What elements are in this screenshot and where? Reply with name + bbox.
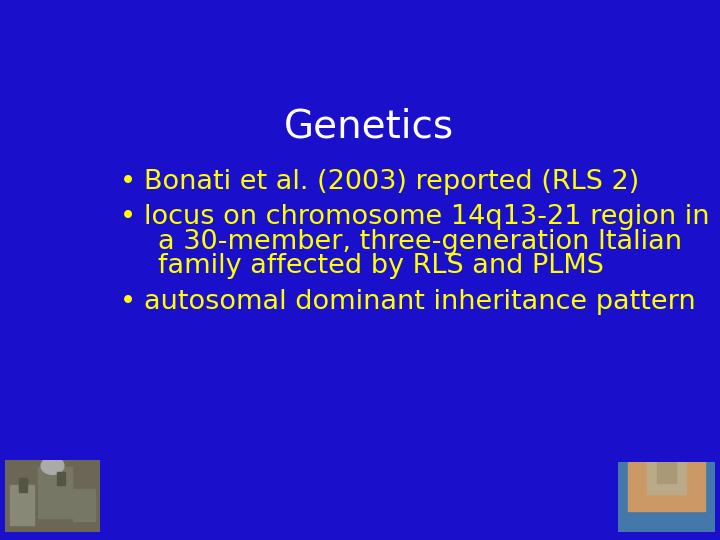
Text: •: • [120,204,135,230]
Text: Genetics: Genetics [284,107,454,145]
Bar [10,485,34,525]
Text: family affected by RLS and PLMS: family affected by RLS and PLMS [158,253,604,280]
Text: locus on chromosome 14q13-21 region in: locus on chromosome 14q13-21 region in [144,204,710,230]
Text: autosomal dominant inheritance pattern: autosomal dominant inheritance pattern [144,289,696,315]
Bar [38,467,71,518]
Circle shape [41,457,64,475]
Bar [628,462,706,511]
Bar [73,489,95,521]
Bar [58,472,65,485]
Text: a 30-member, three-generation Italian: a 30-member, three-generation Italian [158,229,683,255]
Text: Bonati et al. (2003) reported (RLS 2): Bonati et al. (2003) reported (RLS 2) [144,168,639,195]
Bar [647,462,686,494]
Bar [19,478,27,492]
Text: •: • [120,168,135,195]
Text: •: • [120,289,135,315]
Bar [657,462,676,483]
